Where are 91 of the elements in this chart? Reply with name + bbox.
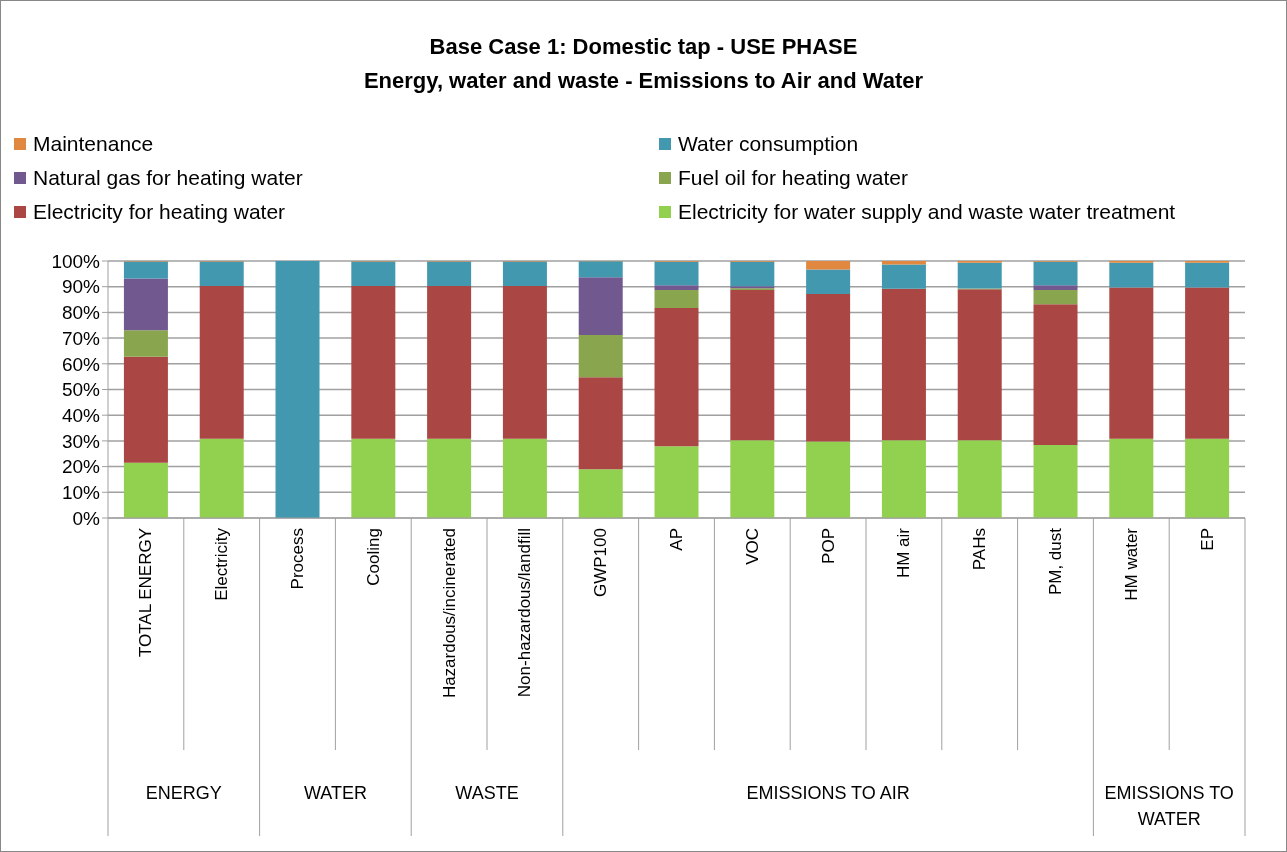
x-tick-label: VOC bbox=[742, 528, 762, 565]
bar bbox=[502, 438, 547, 518]
bar bbox=[502, 285, 547, 439]
bar bbox=[730, 440, 775, 518]
y-tick-label: 80% bbox=[61, 302, 101, 324]
y-tick-label: 70% bbox=[61, 327, 101, 349]
bar bbox=[1185, 262, 1230, 288]
y-tick-label: 90% bbox=[61, 276, 101, 298]
bar bbox=[730, 261, 775, 287]
x-tick-label: POP bbox=[818, 528, 838, 564]
legend-label: Natural gas for heating water bbox=[33, 166, 303, 190]
bar bbox=[578, 469, 623, 518]
bar bbox=[427, 261, 472, 286]
y-tick-label: 60% bbox=[61, 353, 101, 375]
bar bbox=[578, 277, 623, 336]
bar bbox=[1109, 287, 1154, 439]
bar bbox=[502, 261, 547, 286]
x-tick-label: HM air bbox=[894, 527, 914, 579]
bar bbox=[199, 438, 244, 518]
y-tick-label: 40% bbox=[61, 404, 101, 426]
y-tick-label: 20% bbox=[61, 456, 101, 478]
bar bbox=[957, 289, 1002, 441]
text: EMISSIONS TO AIR bbox=[745, 782, 911, 805]
x-tick-label: PAHs bbox=[970, 528, 990, 571]
bar bbox=[806, 293, 851, 442]
x-tick-label: HM water bbox=[1121, 527, 1141, 601]
bar bbox=[881, 264, 926, 289]
x-tick-label: Process bbox=[288, 528, 307, 590]
bar bbox=[351, 261, 396, 286]
bar bbox=[957, 440, 1002, 518]
bar bbox=[654, 285, 699, 291]
text: EMISSIONS TO WATER bbox=[1103, 782, 1235, 831]
bar bbox=[199, 261, 244, 286]
bar bbox=[654, 290, 699, 309]
x-tick-label: Cooling bbox=[363, 528, 383, 586]
y-tick-label: 10% bbox=[61, 482, 101, 504]
x-tick-label: Hazardous/incinerated bbox=[439, 528, 459, 699]
x-tick-label: Non-hazardous/landfill bbox=[515, 528, 535, 698]
bar bbox=[957, 262, 1002, 289]
x-tick-label: EP bbox=[1197, 528, 1217, 551]
y-tick-label: 0% bbox=[72, 507, 101, 529]
bar bbox=[881, 288, 926, 441]
y-tick-label: 30% bbox=[61, 430, 101, 452]
bar bbox=[1033, 304, 1078, 446]
text: ENERGY bbox=[144, 782, 223, 805]
y-tick-label: 50% bbox=[61, 379, 101, 401]
bar bbox=[730, 290, 775, 441]
bar bbox=[881, 440, 926, 518]
bar bbox=[351, 438, 396, 518]
bar bbox=[351, 285, 396, 439]
bar bbox=[1033, 290, 1078, 305]
legend-label: Maintenance bbox=[33, 132, 154, 156]
bar bbox=[1033, 285, 1078, 291]
bar bbox=[806, 269, 851, 294]
bar bbox=[1185, 287, 1230, 439]
legend-label: Fuel oil for heating water bbox=[678, 166, 908, 190]
bar bbox=[123, 261, 168, 279]
text: WASTE bbox=[454, 782, 520, 805]
bar bbox=[123, 462, 168, 518]
bar bbox=[654, 261, 699, 286]
legend-label: Electricity for heating water bbox=[33, 200, 286, 224]
bar bbox=[806, 261, 851, 270]
legend-label: Electricity for water supply and waste water treatment bbox=[678, 200, 1176, 224]
bar bbox=[275, 261, 320, 518]
x-tick-label: Electricity bbox=[212, 527, 232, 601]
bar bbox=[1033, 445, 1078, 518]
bar bbox=[881, 261, 926, 265]
x-tick-label: GWP100 bbox=[591, 528, 611, 597]
x-tick-label: PM, dust bbox=[1046, 527, 1065, 596]
bar bbox=[427, 438, 472, 518]
x-tick-label: TOTAL ENERGY bbox=[136, 528, 156, 658]
bar bbox=[427, 285, 472, 439]
bar bbox=[123, 356, 168, 463]
bar bbox=[1109, 438, 1154, 518]
y-tick-label: 100% bbox=[51, 250, 101, 272]
bar bbox=[578, 335, 623, 378]
bar bbox=[654, 308, 699, 447]
bar bbox=[578, 261, 623, 278]
legend-label: Water consumption bbox=[678, 132, 859, 156]
bar bbox=[1185, 438, 1230, 518]
bar bbox=[123, 330, 168, 357]
bar bbox=[654, 446, 699, 518]
bar bbox=[1033, 261, 1078, 286]
bar bbox=[1109, 262, 1154, 288]
bar bbox=[123, 278, 168, 331]
bar bbox=[578, 377, 623, 470]
x-tick-label: AP bbox=[667, 528, 686, 551]
text: WATER bbox=[302, 782, 368, 805]
bar bbox=[806, 441, 851, 518]
chart-title: Base Case 1: Domestic tap - USE PHASE Energy, water and waste - Emissions to Air and Water bbox=[362, 33, 925, 95]
bar bbox=[199, 285, 244, 439]
